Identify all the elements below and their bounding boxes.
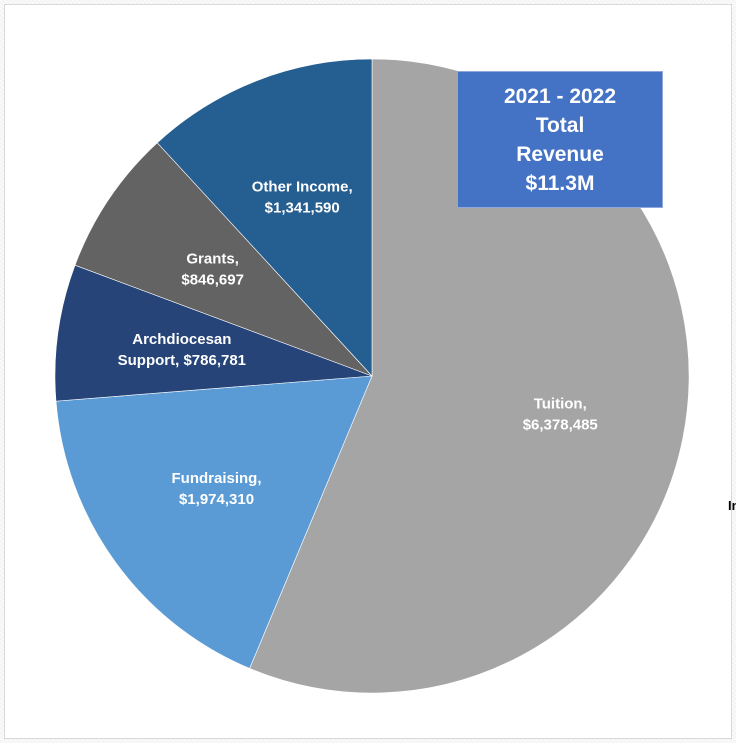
total-box-line: Revenue: [516, 142, 604, 166]
total-revenue-box: 2021 - 2022 Total Revenue $11.3M: [457, 71, 663, 208]
slice-label-line: $1,341,590: [265, 200, 340, 217]
total-box-line: 2021 - 2022: [503, 84, 617, 108]
slice-label-line: $6,378,485: [523, 416, 598, 433]
slice-label-archdiocesan-support: Archdiocesan Support, $786,781: [118, 331, 246, 369]
pie-slice-other-income: [156, 58, 373, 377]
total-box-line: Total: [535, 113, 585, 137]
pie-slice-archdiocesan-support: [54, 264, 373, 402]
slice-label-line: $1,974,310: [179, 491, 254, 508]
slice-label-line: Fundraising,: [172, 470, 262, 487]
slice-label-line: Support, $786,781: [118, 352, 246, 369]
slice-label-line: Tuition,: [534, 395, 587, 412]
slice-label-line: Grants,: [186, 250, 239, 267]
slice-label-line: Archdiocesan: [132, 331, 231, 348]
slice-label-grants: Grants, $846,697: [181, 250, 244, 288]
slice-label-line: $846,697: [181, 271, 244, 288]
slice-label-other-income: Other Income, $1,341,590: [252, 179, 353, 217]
pie-slice-grants: [74, 142, 373, 377]
slice-label-tuition: Tuition, $6,378,485: [523, 395, 598, 433]
clipped-text-fragment: In: [728, 498, 736, 513]
slice-label-line: Other Income,: [252, 179, 353, 196]
pie-slice-fundraising: [55, 375, 373, 669]
slice-label-fundraising: Fundraising, $1,974,310: [172, 470, 262, 508]
total-box-line: $11.3M: [525, 171, 595, 195]
